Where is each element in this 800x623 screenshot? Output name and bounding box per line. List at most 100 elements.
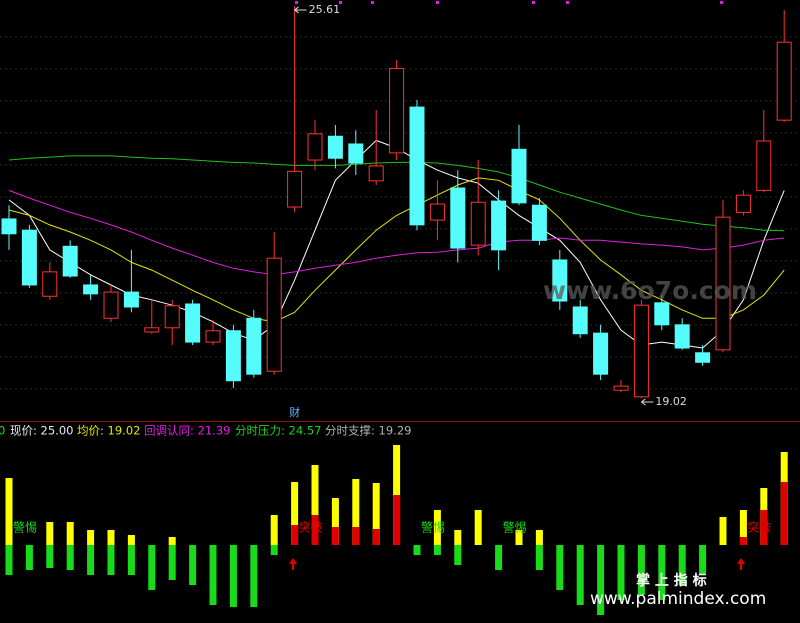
candle-body — [368, 165, 384, 182]
indicator-bar — [535, 530, 543, 545]
candle-body — [287, 170, 303, 208]
indicator-bar — [66, 545, 74, 570]
indicator-bar — [291, 482, 299, 545]
indicator-bar — [189, 545, 197, 585]
footer-title: 掌 上 指 标 — [636, 572, 707, 589]
indicator-bar — [87, 530, 95, 545]
candle-body — [674, 324, 690, 349]
indicator-bar — [127, 535, 135, 545]
annotation-arrow — [641, 398, 654, 406]
indicator-bar — [168, 537, 176, 545]
ma-line — [8, 189, 785, 276]
indicator-bar — [678, 545, 686, 585]
indicator-bar — [719, 517, 727, 545]
indicator-bar — [148, 545, 156, 590]
indicator-bar — [454, 530, 462, 545]
indicator-bar — [127, 545, 135, 575]
candle-body — [266, 257, 282, 372]
indicator-bar — [352, 479, 360, 545]
indicator-bar — [780, 482, 788, 545]
indicator-bar — [87, 545, 95, 575]
candle-body — [164, 305, 180, 329]
indicator-bar — [270, 515, 278, 545]
candle-body — [695, 352, 711, 363]
signal-label: 突破 — [299, 520, 323, 535]
indicator-bar — [311, 515, 319, 545]
candle-body — [21, 229, 37, 286]
indicator-bar — [331, 527, 339, 545]
info-item: 0 — [0, 424, 5, 438]
candle-body — [185, 303, 201, 343]
indicator-bar — [658, 545, 666, 600]
candle-body — [429, 203, 445, 221]
candle-body — [103, 291, 119, 319]
indicator-bar — [433, 510, 441, 545]
indicator-bar — [556, 545, 564, 590]
candle-body — [776, 41, 792, 121]
indicator-bar — [291, 525, 299, 545]
indicator-bar — [46, 522, 54, 545]
info-item: 分时压力: 24.57 — [235, 424, 321, 438]
marks: 25.61 19.02 财 www.6o7o.com 警惕 突破 警惕 警惕 突破 0 现价: 25… — [0, 3, 792, 615]
footer-url: www.palmindex.com — [590, 589, 766, 609]
candle-body — [389, 67, 405, 154]
indicator-bar — [372, 529, 380, 545]
candle-body — [205, 330, 221, 343]
event-label: 财 — [289, 405, 300, 419]
info-item: 分时支撑: 19.29 — [325, 424, 411, 438]
candle-body — [225, 330, 241, 382]
indicator-bar — [5, 545, 13, 575]
candle-body — [327, 135, 343, 159]
candle-body — [83, 284, 99, 295]
candle-body — [62, 245, 78, 277]
candle-body — [307, 133, 323, 161]
ma-line — [8, 177, 785, 323]
indicator-bar — [699, 545, 707, 575]
candle-body — [613, 385, 629, 391]
indicator-bar — [739, 510, 747, 545]
candle-body — [348, 143, 364, 164]
indicator-bar — [597, 545, 605, 615]
signal-label: 突破 — [747, 520, 771, 535]
candle-body — [756, 140, 772, 191]
indicator-bar — [739, 537, 747, 545]
indicator-bar — [352, 527, 360, 545]
candle-body — [246, 317, 262, 375]
signal-label: 警惕 — [13, 520, 37, 535]
candle-body — [470, 201, 486, 246]
indicator-bar — [495, 545, 503, 570]
indicator-bar — [637, 545, 645, 595]
info-item: 现价: 25.00 — [10, 424, 73, 438]
indicator-bar — [5, 478, 13, 545]
candle-body — [511, 148, 527, 204]
indicator-bar — [168, 545, 176, 580]
candle-body — [715, 216, 731, 351]
candle-body — [552, 259, 568, 302]
indicator-bar — [760, 510, 768, 545]
indicator-bar — [617, 545, 625, 600]
candle-body — [450, 187, 466, 249]
ma-line — [8, 155, 785, 232]
candle-body — [1, 218, 17, 235]
candle-body — [735, 194, 751, 213]
indicator-bar — [107, 545, 115, 575]
indicator-bar — [535, 545, 543, 570]
indicator-bar — [433, 545, 441, 555]
low-label: 19.02 — [655, 395, 687, 408]
indicator-bar — [474, 510, 482, 545]
candle-body — [409, 106, 425, 226]
indicator-bar — [331, 498, 339, 545]
indicator-bar — [25, 545, 33, 570]
indicator-bar — [372, 483, 380, 545]
annotation-arrow — [294, 6, 307, 14]
candle-body — [531, 204, 547, 241]
signal-label: 警惕 — [503, 520, 527, 535]
signal-label: 警惕 — [421, 520, 445, 535]
high-label: 25.61 — [309, 3, 341, 16]
indicator-bar — [209, 545, 217, 605]
indicator-bar — [250, 545, 258, 607]
indicator-bar — [576, 545, 584, 605]
watermark: www.6o7o.com — [543, 276, 757, 305]
candle-body — [42, 271, 58, 297]
